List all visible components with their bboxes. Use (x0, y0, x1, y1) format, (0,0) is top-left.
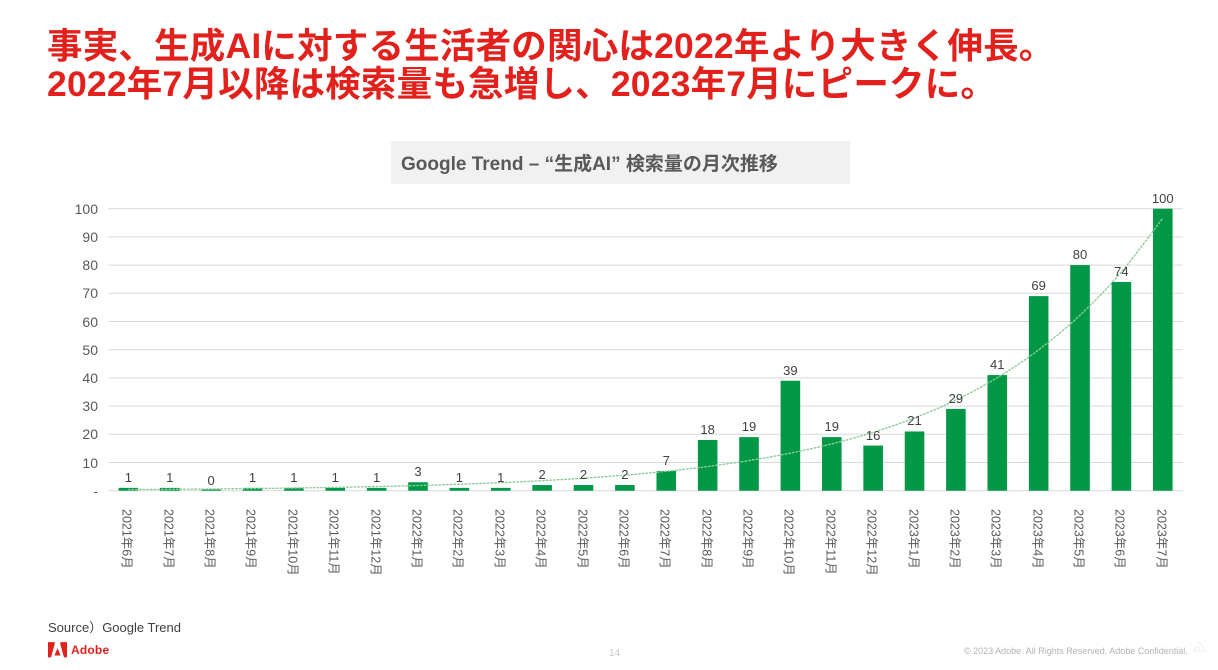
svg-text:!: ! (1199, 646, 1201, 651)
